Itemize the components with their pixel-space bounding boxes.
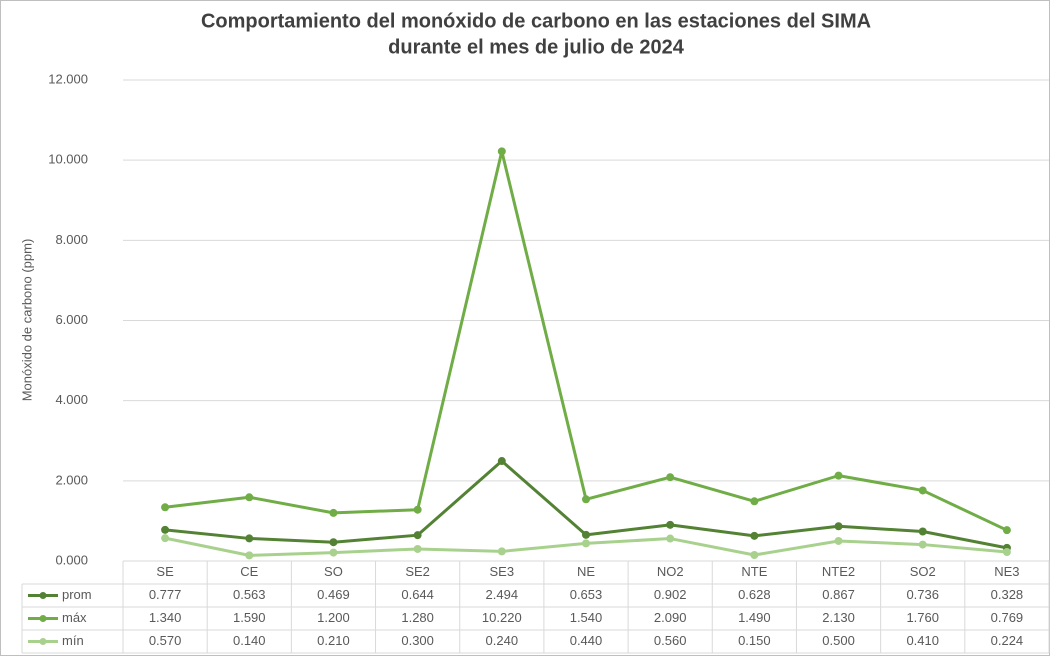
- y-tick-label: 6.000: [55, 312, 88, 327]
- data-point: [666, 534, 675, 543]
- table-value: 0.644: [401, 587, 434, 602]
- data-point: [161, 525, 170, 534]
- table-value: 0.653: [570, 587, 603, 602]
- x-tick-label: CE: [240, 564, 258, 579]
- data-point: [161, 534, 170, 543]
- data-point: [245, 493, 254, 502]
- table-value: 0.563: [233, 587, 266, 602]
- data-point: [918, 540, 927, 549]
- table-value: 1.540: [570, 610, 603, 625]
- table-value: 0.224: [991, 633, 1024, 648]
- table-value: 2.494: [486, 587, 519, 602]
- data-point: [750, 550, 759, 559]
- data-point: [161, 503, 170, 512]
- y-tick-label: 10.000: [48, 152, 88, 167]
- table-value: 0.469: [317, 587, 350, 602]
- data-point: [329, 548, 338, 557]
- data-point: [413, 544, 422, 553]
- table-value: 0.440: [570, 633, 603, 648]
- data-point: [750, 497, 759, 506]
- chart-title: Comportamiento del monóxido de carbono e…: [201, 10, 871, 32]
- data-point: [329, 508, 338, 517]
- legend-label: prom: [62, 587, 92, 602]
- y-tick-label: 4.000: [55, 392, 88, 407]
- legend-swatch: [39, 592, 47, 599]
- data-point: [666, 520, 675, 529]
- table-value: 0.777: [149, 587, 182, 602]
- data-point: [582, 495, 590, 504]
- table-value: 2.130: [822, 610, 855, 625]
- data-point: [582, 539, 590, 548]
- y-tick-label: 12.000: [48, 71, 88, 86]
- data-point: [497, 147, 506, 156]
- data-point: [834, 536, 843, 545]
- y-axis-label: Monóxido de carbono (ppm): [19, 239, 34, 402]
- data-point: [750, 531, 759, 540]
- data-point: [245, 551, 254, 560]
- chart-title: durante el mes de julio de 2024: [388, 36, 685, 58]
- table-value: 2.090: [654, 610, 687, 625]
- table-value: 1.590: [233, 610, 266, 625]
- data-point: [413, 505, 422, 514]
- table-value: 0.628: [738, 587, 771, 602]
- table-value: 0.867: [822, 587, 855, 602]
- table-value: 0.328: [991, 587, 1024, 602]
- table-value: 1.490: [738, 610, 771, 625]
- x-tick-label: NE: [577, 564, 595, 579]
- x-tick-label: NTE: [741, 564, 767, 579]
- x-tick-label: SO2: [910, 564, 936, 579]
- legend-label: máx: [62, 610, 87, 625]
- table-value: 0.410: [906, 633, 939, 648]
- table-value: 1.760: [906, 610, 939, 625]
- data-point: [582, 530, 590, 539]
- data-point: [918, 527, 927, 536]
- table-value: 1.200: [317, 610, 350, 625]
- data-point: [1002, 526, 1011, 535]
- y-tick-label: 0.000: [55, 552, 88, 567]
- table-value: 0.902: [654, 587, 687, 602]
- table-value: 0.240: [486, 633, 519, 648]
- data-point: [834, 522, 843, 531]
- table-value: 0.736: [906, 587, 939, 602]
- data-point: [918, 486, 927, 495]
- table-value: 0.150: [738, 633, 771, 648]
- legend-label: mín: [62, 633, 84, 648]
- table-value: 0.560: [654, 633, 687, 648]
- table-value: 0.140: [233, 633, 266, 648]
- x-tick-label: SE: [156, 564, 174, 579]
- table-value: 0.210: [317, 633, 350, 648]
- y-tick-label: 2.000: [55, 472, 88, 487]
- legend-swatch: [39, 638, 47, 645]
- x-tick-label: SE2: [405, 564, 430, 579]
- table-value: 0.570: [149, 633, 182, 648]
- table-value: 10.220: [482, 610, 522, 625]
- table-value: 0.300: [401, 633, 434, 648]
- y-tick-label: 8.000: [55, 232, 88, 247]
- data-point: [329, 538, 338, 547]
- data-point: [413, 531, 422, 540]
- data-point: [666, 473, 675, 482]
- legend-swatch: [39, 615, 47, 622]
- data-point: [1002, 548, 1011, 557]
- x-tick-label: NTE2: [822, 564, 855, 579]
- data-point: [497, 547, 506, 556]
- data-point: [834, 471, 843, 480]
- table-value: 1.280: [401, 610, 434, 625]
- x-tick-label: SE3: [490, 564, 515, 579]
- data-point: [497, 457, 506, 466]
- data-point: [245, 534, 254, 543]
- x-tick-label: NE3: [994, 564, 1019, 579]
- table-value: 0.500: [822, 633, 855, 648]
- x-tick-label: NO2: [657, 564, 684, 579]
- table-value: 1.340: [149, 610, 182, 625]
- x-tick-label: SO: [324, 564, 343, 579]
- table-value: 0.769: [991, 610, 1024, 625]
